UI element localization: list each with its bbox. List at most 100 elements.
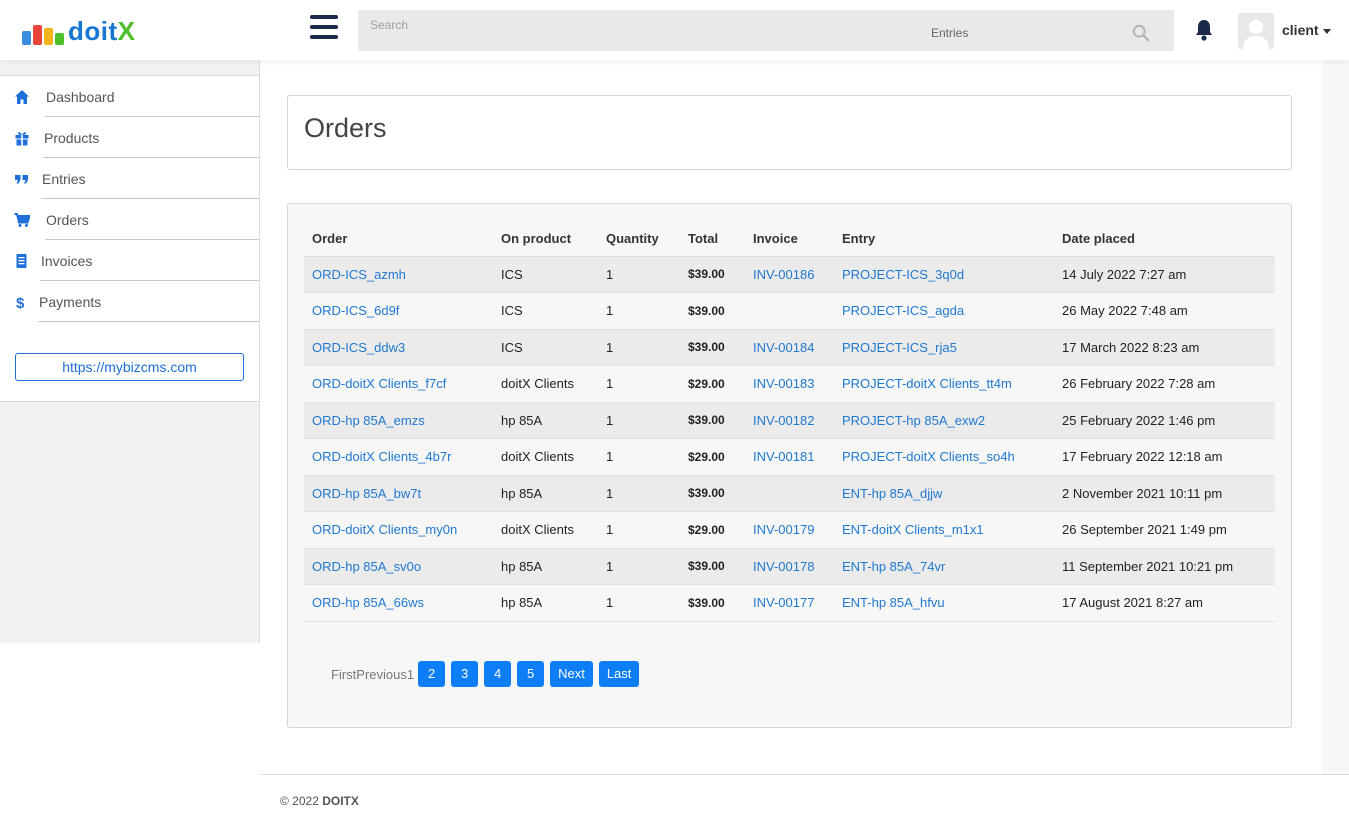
column-header-product[interactable]: On product	[493, 221, 598, 257]
total-cell: $39.00	[680, 475, 745, 512]
entry-link[interactable]: ENT-hp 85A_djjw	[842, 485, 943, 501]
footer-copyright: © 2022 DOITX	[280, 794, 359, 808]
column-header-invoice[interactable]: Invoice	[745, 221, 834, 257]
sidebar-item-orders[interactable]: Orders	[0, 199, 259, 240]
table-body: ORD-ICS_azmh ICS 1 $39.00 INV-00186 PROJECT-I…	[304, 256, 1275, 622]
entry-link[interactable]: PROJECT-ICS_rja5	[842, 339, 957, 355]
sidebar: Dashboard Products Entries Orders Invoic…	[0, 60, 260, 643]
menu-toggle-icon[interactable]	[310, 15, 338, 45]
table-row: ORD-doitX Clients_f7cf doitX Clients 1 $29.…	[304, 365, 1275, 403]
table-row: ORD-doitX Clients_my0n doitX Clients 1 $29.…	[304, 511, 1275, 549]
logo-text-main: doit	[68, 16, 118, 46]
entry-cell: ENT-hp 85A_hfvu	[834, 584, 1054, 622]
invoice-link[interactable]: INV-00183	[753, 376, 815, 392]
footer-brand: DOITX	[322, 794, 359, 808]
invoice-link[interactable]: INV-00186	[753, 266, 815, 282]
entry-link[interactable]: PROJECT-ICS_agda	[842, 303, 965, 319]
quantity-cell: 1	[598, 292, 680, 330]
avatar[interactable]	[1238, 13, 1274, 49]
quantity-cell: 1	[598, 475, 680, 512]
date-cell: 26 September 2021 1:49 pm	[1054, 511, 1275, 549]
right-gutter	[1322, 60, 1349, 774]
pagination-previous[interactable]: Previous	[356, 666, 407, 682]
entry-cell: PROJECT-ICS_rja5	[834, 329, 1054, 366]
search-scope-label[interactable]: Entries	[931, 26, 969, 40]
home-icon	[15, 90, 29, 104]
date-cell: 17 March 2022 8:23 am	[1054, 329, 1275, 366]
order-cell: ORD-ICS_azmh	[304, 256, 493, 293]
total-cell: $39.00	[680, 329, 745, 366]
order-link[interactable]: ORD-ICS_azmh	[312, 266, 406, 282]
pagination-page-5[interactable]: 5	[517, 661, 545, 687]
sidebar-item-label: Orders	[46, 212, 89, 228]
pagination-next[interactable]: Next	[550, 661, 593, 687]
search-icon[interactable]	[1132, 24, 1150, 42]
order-link[interactable]: ORD-hp 85A_bw7t	[312, 485, 422, 501]
order-link[interactable]: ORD-ICS_6d9f	[312, 303, 400, 319]
invoice-cell: INV-00184	[745, 329, 834, 366]
invoice-link[interactable]: INV-00184	[753, 339, 815, 355]
column-header-order[interactable]: Order	[304, 221, 493, 257]
invoice-link[interactable]: INV-00179	[753, 522, 815, 538]
order-cell: ORD-doitX Clients_f7cf	[304, 365, 493, 403]
table-row: ORD-doitX Clients_4b7r doitX Clients 1 $29.…	[304, 438, 1275, 476]
pagination-first[interactable]: First	[331, 666, 357, 682]
order-link[interactable]: ORD-hp 85A_emzs	[312, 412, 425, 428]
pagination-last[interactable]: Last	[598, 661, 640, 687]
order-link[interactable]: ORD-doitX Clients_my0n	[312, 522, 458, 538]
sidebar-item-invoices[interactable]: Invoices	[0, 240, 259, 281]
invoice-link[interactable]: INV-00178	[753, 558, 815, 574]
order-cell: ORD-hp 85A_emzs	[304, 402, 493, 439]
entry-link[interactable]: ENT-doitX Clients_m1x1	[842, 522, 984, 538]
pagination-page-3[interactable]: 3	[451, 661, 479, 687]
entry-link[interactable]: PROJECT-hp 85A_exw2	[842, 412, 986, 428]
entry-cell: PROJECT-ICS_agda	[834, 292, 1054, 330]
entry-link[interactable]: ENT-hp 85A_74vr	[842, 558, 946, 574]
date-cell: 11 September 2021 10:21 pm	[1054, 548, 1275, 585]
order-link[interactable]: ORD-ICS_ddw3	[312, 339, 406, 355]
table-row: ORD-ICS_6d9f ICS 1 $39.00 PROJECT-ICS_agda 26…	[304, 292, 1275, 330]
pagination: First Previous 1 2 3 4 5 Next Last	[331, 661, 640, 687]
page-title: Orders	[304, 113, 387, 143]
invoice-link[interactable]: INV-00182	[753, 412, 815, 428]
date-cell: 17 August 2021 8:27 am	[1054, 584, 1275, 622]
entry-link[interactable]: PROJECT-doitX Clients_tt4m	[842, 376, 1012, 392]
logo[interactable]: doitX	[22, 15, 136, 45]
user-menu[interactable]: client	[1282, 22, 1331, 38]
column-header-quantity[interactable]: Quantity	[598, 221, 680, 257]
pagination-page-4[interactable]: 4	[484, 661, 512, 687]
sidebar-item-products[interactable]: Products	[0, 117, 259, 158]
order-link[interactable]: ORD-doitX Clients_f7cf	[312, 376, 447, 392]
sidebar-item-dashboard[interactable]: Dashboard	[0, 76, 259, 117]
order-cell: ORD-hp 85A_66ws	[304, 584, 493, 622]
entry-link[interactable]: PROJECT-doitX Clients_so4h	[842, 449, 1015, 465]
site-link-button[interactable]: https://mybizcms.com	[15, 353, 244, 381]
sidebar-item-payments[interactable]: $ Payments	[0, 281, 259, 322]
invoice-icon	[16, 254, 27, 268]
entry-link[interactable]: ENT-hp 85A_hfvu	[842, 595, 945, 611]
table-row: ORD-hp 85A_66ws hp 85A 1 $39.00 INV-00177 ENT…	[304, 584, 1275, 622]
sidebar-item-entries[interactable]: Entries	[0, 158, 259, 199]
product-cell: hp 85A	[493, 548, 598, 585]
column-header-date[interactable]: Date placed	[1054, 221, 1275, 257]
date-cell: 2 November 2021 10:11 pm	[1054, 475, 1275, 512]
total-cell: $39.00	[680, 584, 745, 622]
orders-table: Order On product Quantity Total Invoice …	[304, 221, 1275, 622]
order-link[interactable]: ORD-doitX Clients_4b7r	[312, 449, 452, 465]
search-input[interactable]	[358, 10, 918, 51]
entry-link[interactable]: PROJECT-ICS_3q0d	[842, 266, 965, 282]
invoice-link[interactable]: INV-00177	[753, 595, 815, 611]
invoice-link[interactable]: INV-00181	[753, 449, 815, 465]
caret-down-icon	[1322, 28, 1331, 34]
bell-icon[interactable]	[1194, 18, 1214, 42]
invoice-cell: INV-00186	[745, 256, 834, 293]
column-header-entry[interactable]: Entry	[834, 221, 1054, 257]
order-link[interactable]: ORD-hp 85A_66ws	[312, 595, 424, 611]
order-link[interactable]: ORD-hp 85A_sv0o	[312, 558, 422, 574]
column-header-total[interactable]: Total	[680, 221, 745, 257]
invoice-cell: INV-00177	[745, 584, 834, 622]
pagination-page-2[interactable]: 2	[418, 661, 446, 687]
entry-cell: PROJECT-ICS_3q0d	[834, 256, 1054, 293]
copyright-text: © 2022	[280, 794, 319, 808]
order-cell: ORD-doitX Clients_my0n	[304, 511, 493, 549]
